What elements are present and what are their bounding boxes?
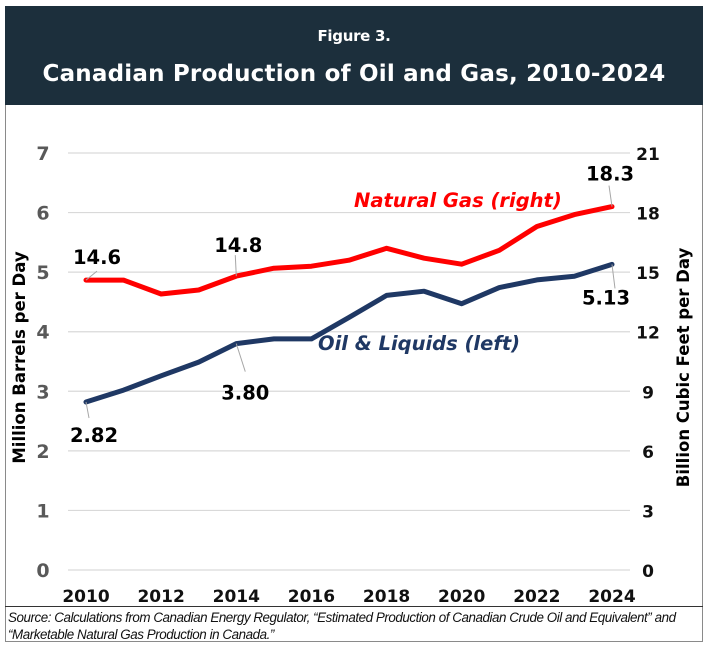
x-tick-label: 2024	[588, 587, 635, 607]
source-note: Source: Calculations from Canadian Energ…	[8, 610, 676, 642]
data-labels: 14.6 14.8 18.3 2.82 3.80 5.13	[70, 163, 634, 447]
right-y-tick-label: 9	[642, 383, 654, 403]
source-divider	[5, 606, 703, 607]
left-y-tick-label: 5	[36, 262, 49, 284]
series	[83, 204, 615, 405]
figure-header: Figure 3. Canadian Production of Oil and…	[5, 6, 703, 105]
data-label-leader	[608, 185, 613, 207]
x-tick-label: 2016	[288, 587, 335, 607]
left-y-tick-label: 1	[36, 500, 49, 522]
right-y-tick-label: 6	[642, 443, 654, 463]
x-tick-label: 2014	[213, 587, 260, 607]
right-y-axis-label: Billion Cubic Feet per Day	[674, 248, 693, 488]
left-y-tick-label: 4	[36, 322, 49, 344]
right-y-tick-label: 18	[636, 205, 660, 225]
legend-natural-gas: Natural Gas (right)	[354, 189, 562, 212]
data-label-leader	[85, 270, 98, 281]
data-label-leader	[234, 255, 237, 277]
x-tick-label: 2012	[137, 587, 184, 607]
data-label-leader	[611, 264, 616, 289]
left-y-axis: 0 1 2 3 4 5 6 7	[36, 143, 49, 582]
data-label: 5.13	[582, 286, 630, 309]
left-y-tick-label: 2	[36, 441, 49, 463]
left-y-axis-label: Million Barrels per Day	[10, 251, 29, 463]
data-label-leader	[235, 343, 246, 372]
figure-number: Figure 3.	[317, 27, 391, 45]
x-axis: 2010 2012 2014 2016 2018 2020 2022 2024	[62, 587, 635, 607]
legend-oil-liquids: Oil & Liquids (left)	[318, 332, 520, 355]
x-tick-label: 2020	[438, 587, 485, 607]
data-label: 14.6	[73, 246, 121, 269]
left-y-tick-label: 6	[36, 203, 49, 225]
x-tick-label: 2018	[363, 587, 410, 607]
x-tick-label: 2022	[513, 587, 560, 607]
gridlines	[68, 152, 630, 571]
left-y-tick-label: 7	[36, 143, 49, 165]
data-label: 3.80	[221, 382, 269, 405]
right-y-axis: 0 3 6 9 12 15 18 21	[636, 145, 660, 582]
data-label: 2.82	[70, 424, 118, 447]
chart-title: Canadian Production of Oil and Gas, 2010…	[42, 61, 666, 87]
x-tick-label: 2010	[62, 587, 109, 607]
right-y-tick-label: 3	[642, 502, 654, 522]
left-y-tick-label: 0	[36, 560, 49, 582]
data-label: 14.8	[214, 234, 262, 257]
right-y-tick-label: 21	[636, 145, 660, 165]
right-y-tick-label: 0	[642, 562, 654, 582]
data-label: 18.3	[586, 163, 634, 186]
right-y-tick-label: 15	[636, 264, 660, 284]
right-y-tick-label: 12	[636, 324, 660, 344]
left-y-tick-label: 3	[36, 381, 49, 403]
data-label-leader	[85, 401, 90, 419]
